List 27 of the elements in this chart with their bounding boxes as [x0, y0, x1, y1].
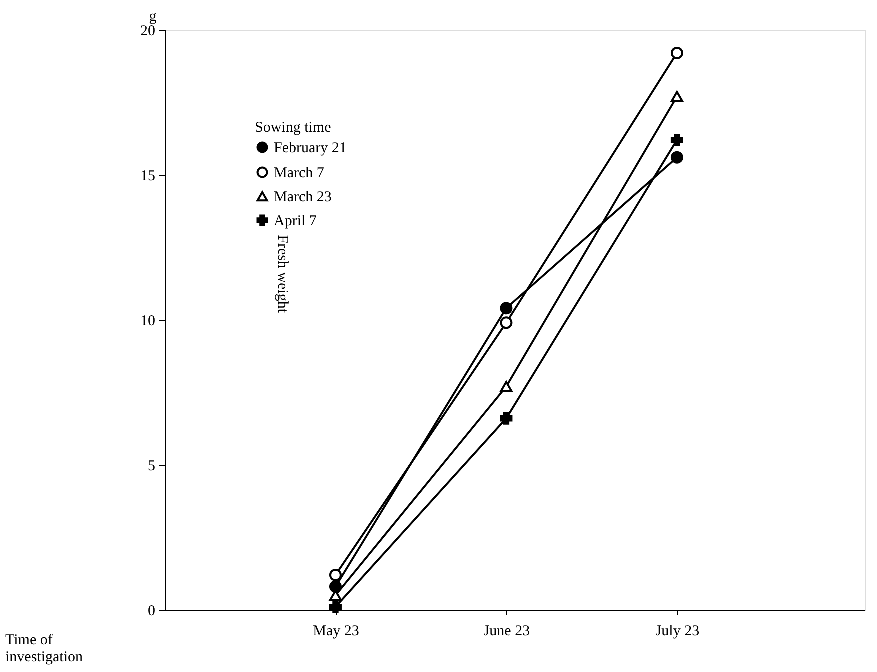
point	[670, 91, 684, 102]
point	[670, 151, 684, 164]
legend-label: March 7	[274, 166, 325, 182]
point	[500, 316, 513, 330]
text: g	[149, 9, 158, 25]
x-tick-label: July 23	[656, 624, 700, 640]
y-tick-label: 5	[148, 458, 156, 474]
y-tick-label: 10	[140, 314, 156, 330]
x-tick-label: May 23	[313, 624, 360, 640]
point	[670, 134, 684, 146]
legend-title: Sowing time	[255, 120, 332, 136]
y-tick-label: 0	[148, 604, 156, 620]
point	[329, 580, 342, 594]
point	[329, 568, 342, 582]
y-axis-title: Fresh weight	[274, 235, 290, 314]
point	[500, 381, 513, 392]
legend-label: February 21	[274, 140, 347, 156]
legend-label: April 7	[274, 214, 318, 230]
legend-label: March 23	[274, 190, 332, 206]
x-axis-title: Time of investigation	[6, 632, 84, 666]
x-tick-label: June 23	[484, 624, 530, 640]
y-tick-label: 15	[140, 168, 156, 184]
point	[500, 302, 513, 315]
point	[500, 412, 513, 425]
point	[329, 600, 342, 614]
y-tick-label: 20	[140, 24, 156, 40]
point	[670, 46, 684, 60]
